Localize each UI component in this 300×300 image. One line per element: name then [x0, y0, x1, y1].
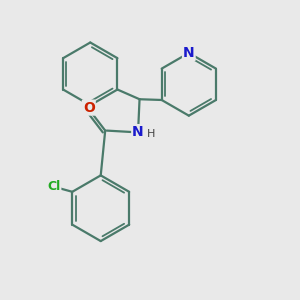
Text: H: H [146, 129, 155, 139]
Text: N: N [132, 125, 144, 139]
Text: N: N [183, 46, 195, 60]
Text: O: O [83, 100, 95, 115]
Text: Cl: Cl [47, 180, 60, 193]
